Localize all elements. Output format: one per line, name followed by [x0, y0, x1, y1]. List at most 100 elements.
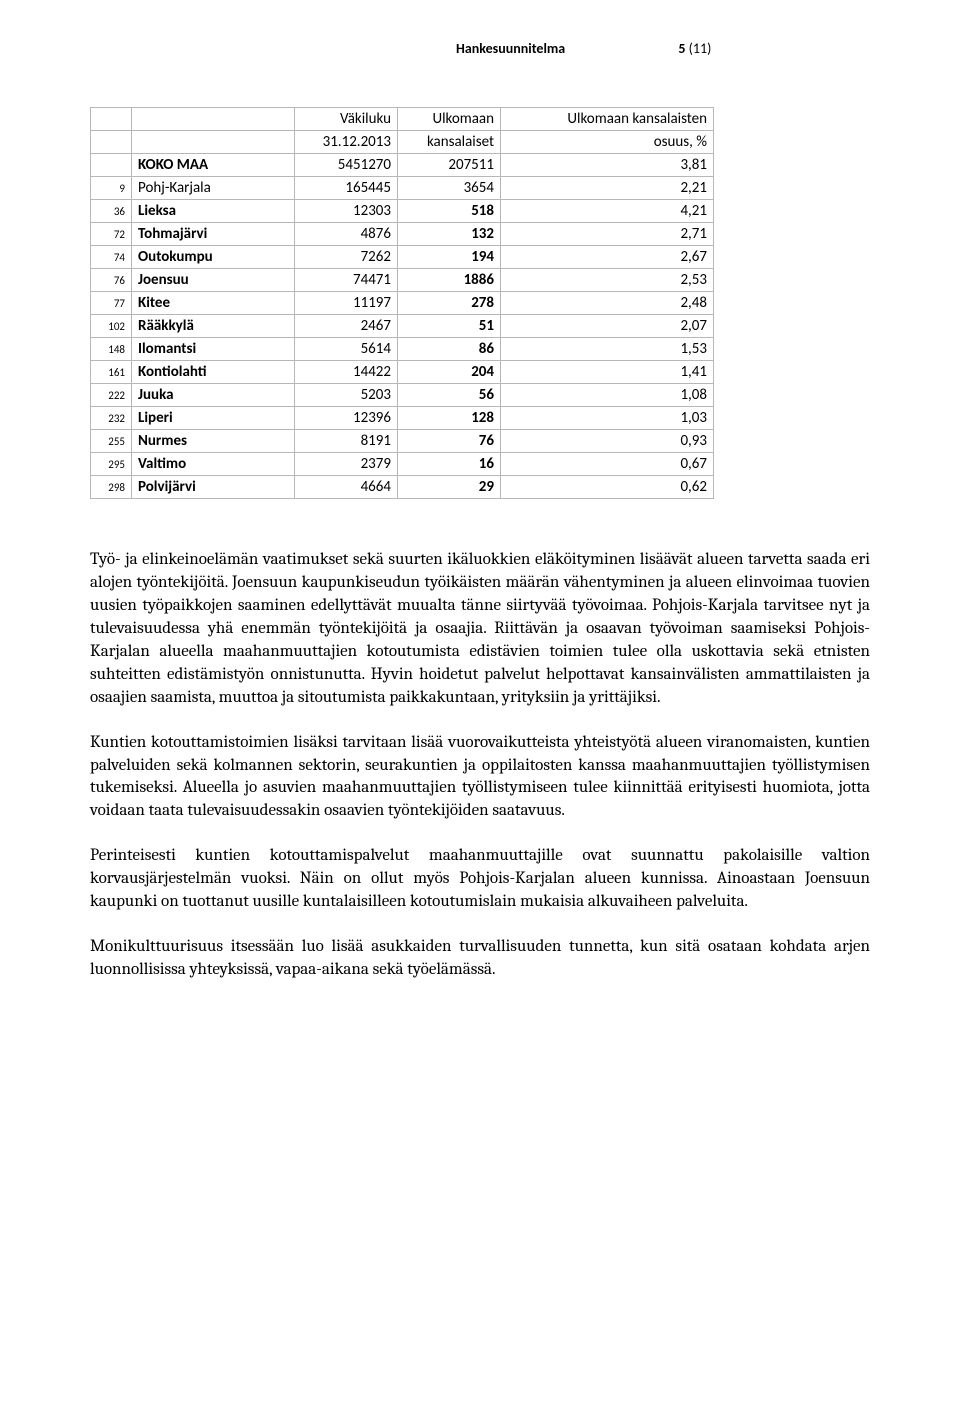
- cell-population: 74471: [295, 269, 398, 292]
- cell-foreign: 128: [398, 407, 501, 430]
- cell-rank: 161: [91, 361, 132, 384]
- cell-population: 4876: [295, 223, 398, 246]
- cell-rank: 9: [91, 177, 132, 200]
- table-body: KOKO MAA54512702075113,819Pohj-Karjala16…: [91, 154, 714, 499]
- cell-rank: [91, 154, 132, 177]
- paragraph-4: Monikulttuurisuus itsessään luo lisää as…: [90, 936, 870, 982]
- cell-foreign: 29: [398, 476, 501, 499]
- cell-foreign: 16: [398, 453, 501, 476]
- table-row: 72Tohmajärvi48761322,71: [91, 223, 714, 246]
- cell-share: 1,53: [501, 338, 714, 361]
- table-row: 298Polvijärvi4664290,62: [91, 476, 714, 499]
- cell-share: 2,07: [501, 315, 714, 338]
- col-foreign-h1: Ulkomaan: [398, 108, 501, 131]
- cell-name: Liperi: [132, 407, 295, 430]
- cell-population: 4664: [295, 476, 398, 499]
- table-row: 74Outokumpu72621942,67: [91, 246, 714, 269]
- cell-share: 3,81: [501, 154, 714, 177]
- cell-share: 1,08: [501, 384, 714, 407]
- cell-population: 8191: [295, 430, 398, 453]
- cell-population: 5614: [295, 338, 398, 361]
- cell-share: 1,41: [501, 361, 714, 384]
- cell-rank: 76: [91, 269, 132, 292]
- cell-name: Juuka: [132, 384, 295, 407]
- col-name: [132, 108, 295, 131]
- table-row: 161Kontiolahti144222041,41: [91, 361, 714, 384]
- table-row: 102Rääkkylä2467512,07: [91, 315, 714, 338]
- cell-rank: 77: [91, 292, 132, 315]
- cell-share: 2,67: [501, 246, 714, 269]
- cell-foreign: 56: [398, 384, 501, 407]
- cell-name: Outokumpu: [132, 246, 295, 269]
- cell-population: 7262: [295, 246, 398, 269]
- cell-foreign: 518: [398, 200, 501, 223]
- table-row: 295Valtimo2379160,67: [91, 453, 714, 476]
- cell-foreign: 204: [398, 361, 501, 384]
- col-population-h1: Väkiluku: [295, 108, 398, 131]
- col-share-h1: Ulkomaan kansalaisten: [501, 108, 714, 131]
- col-name-2: [132, 131, 295, 154]
- cell-population: 12303: [295, 200, 398, 223]
- cell-population: 5203: [295, 384, 398, 407]
- col-share-h2: osuus, %: [501, 131, 714, 154]
- paragraph-1: Työ- ja elinkeinoelämän vaatimukset sekä…: [90, 549, 870, 710]
- page-current: 5: [678, 40, 685, 57]
- cell-rank: 298: [91, 476, 132, 499]
- cell-name: Lieksa: [132, 200, 295, 223]
- cell-population: 2379: [295, 453, 398, 476]
- table-header-row-2: 31.12.2013 kansalaiset osuus, %: [91, 131, 714, 154]
- col-rank-2: [91, 131, 132, 154]
- table-row: 76Joensuu7447118862,53: [91, 269, 714, 292]
- cell-population: 11197: [295, 292, 398, 315]
- table-header-row-1: Väkiluku Ulkomaan Ulkomaan kansalaisten: [91, 108, 714, 131]
- col-foreign-h2: kansalaiset: [398, 131, 501, 154]
- cell-share: 2,71: [501, 223, 714, 246]
- doc-title: Hankesuunnitelma: [456, 40, 565, 57]
- cell-rank: 222: [91, 384, 132, 407]
- paragraph-2: Kuntien kotouttamistoimien lisäksi tarvi…: [90, 732, 870, 824]
- cell-foreign: 194: [398, 246, 501, 269]
- cell-population: 2467: [295, 315, 398, 338]
- cell-share: 0,93: [501, 430, 714, 453]
- cell-share: 0,67: [501, 453, 714, 476]
- cell-foreign: 132: [398, 223, 501, 246]
- cell-foreign: 76: [398, 430, 501, 453]
- cell-share: 2,21: [501, 177, 714, 200]
- cell-share: 2,48: [501, 292, 714, 315]
- population-table: Väkiluku Ulkomaan Ulkomaan kansalaisten …: [90, 107, 714, 499]
- table-row: 9Pohj-Karjala16544536542,21: [91, 177, 714, 200]
- cell-name: Kitee: [132, 292, 295, 315]
- cell-name: Polvijärvi: [132, 476, 295, 499]
- table-row: 148Ilomantsi5614861,53: [91, 338, 714, 361]
- table-row: 232Liperi123961281,03: [91, 407, 714, 430]
- cell-name: Rääkkylä: [132, 315, 295, 338]
- cell-rank: 74: [91, 246, 132, 269]
- cell-name: Kontiolahti: [132, 361, 295, 384]
- cell-foreign: 1886: [398, 269, 501, 292]
- cell-name: Ilomantsi: [132, 338, 295, 361]
- cell-rank: 148: [91, 338, 132, 361]
- cell-name: Tohmajärvi: [132, 223, 295, 246]
- cell-rank: 295: [91, 453, 132, 476]
- cell-share: 4,21: [501, 200, 714, 223]
- cell-share: 2,53: [501, 269, 714, 292]
- cell-rank: 102: [91, 315, 132, 338]
- cell-rank: 232: [91, 407, 132, 430]
- table-row: 222Juuka5203561,08: [91, 384, 714, 407]
- page-container: Hankesuunnitelma 5 (11) Väkiluku Ulkomaa…: [0, 0, 960, 1064]
- paragraph-3: Perinteisesti kuntien kotouttamispalvelu…: [90, 845, 870, 914]
- cell-foreign: 51: [398, 315, 501, 338]
- cell-share: 0,62: [501, 476, 714, 499]
- cell-rank: 36: [91, 200, 132, 223]
- col-population-h2: 31.12.2013: [295, 131, 398, 154]
- cell-name: Valtimo: [132, 453, 295, 476]
- cell-foreign: 86: [398, 338, 501, 361]
- cell-population: 5451270: [295, 154, 398, 177]
- cell-population: 12396: [295, 407, 398, 430]
- table-row: 77Kitee111972782,48: [91, 292, 714, 315]
- cell-name: Joensuu: [132, 269, 295, 292]
- cell-population: 165445: [295, 177, 398, 200]
- cell-name: KOKO MAA: [132, 154, 295, 177]
- cell-foreign: 278: [398, 292, 501, 315]
- cell-share: 1,03: [501, 407, 714, 430]
